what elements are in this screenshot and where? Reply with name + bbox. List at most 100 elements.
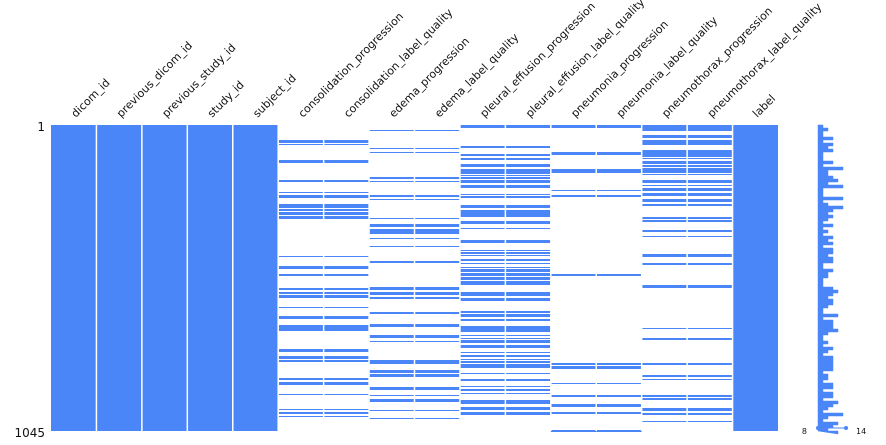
- matrix-column-edema_progression: [369, 130, 415, 419]
- matrix-stripe: [641, 236, 688, 237]
- matrix-stripe: [278, 212, 324, 215]
- matrix-stripe: [550, 274, 597, 276]
- matrix-stripe: [505, 352, 551, 353]
- matrix-stripe: [278, 409, 324, 410]
- matrix-stripe: [323, 204, 370, 206]
- matrix-stripe: [687, 135, 733, 138]
- matrix-stripe: [687, 174, 733, 175]
- matrix-stripe: [505, 355, 551, 357]
- matrix-stripe: [369, 297, 415, 299]
- matrix-stripe: [505, 267, 551, 268]
- matrix-stripe: [323, 409, 370, 410]
- matrix-stripe: [505, 271, 551, 272]
- matrix-stripe: [550, 169, 597, 170]
- matrix-column-dicom_id: [51, 125, 97, 431]
- matrix-stripe: [459, 338, 506, 339]
- matrix-stripe: [596, 152, 642, 155]
- matrix-stripe: [323, 196, 370, 198]
- matrix-column-subject_id: [232, 125, 279, 431]
- matrix-stripe: [459, 359, 506, 360]
- matrix-stripe: [505, 196, 551, 198]
- matrix-stripe: [459, 228, 506, 229]
- matrix-stripe: [278, 292, 324, 294]
- matrix-stripe: [414, 148, 460, 149]
- matrix-stripe: [369, 148, 415, 149]
- matrix-stripe: [323, 209, 370, 211]
- matrix-stripe: [687, 170, 733, 172]
- matrix-stripe: [641, 376, 688, 377]
- matrix-stripe: [641, 180, 688, 183]
- matrix-stripe: [459, 172, 506, 174]
- matrix-stripe: [414, 199, 460, 200]
- matrix-stripe: [414, 387, 460, 390]
- matrix-stripe: [459, 282, 506, 285]
- matrix-stripe: [369, 261, 415, 263]
- matrix-stripe: [459, 367, 506, 368]
- row-tick-first: 1: [37, 120, 45, 134]
- matrix-stripe: [641, 375, 688, 376]
- matrix-stripe: [596, 404, 642, 407]
- matrix-stripe: [459, 158, 506, 160]
- sparkline-max-label: 14: [856, 427, 866, 436]
- matrix-stripe: [459, 177, 506, 179]
- matrix-stripe: [687, 199, 733, 202]
- matrix-stripe: [641, 363, 688, 365]
- matrix-stripe: [369, 410, 415, 411]
- matrix-stripe: [687, 141, 733, 142]
- matrix-stripe: [687, 230, 733, 232]
- matrix-column-edema_label_quality: [414, 130, 460, 419]
- matrix-stripe: [687, 376, 733, 377]
- matrix-stripe: [687, 338, 733, 340]
- matrix-stripe: [505, 154, 551, 156]
- matrix-stripe: [505, 146, 551, 148]
- matrix-stripe: [278, 316, 324, 319]
- matrix-stripe: [323, 144, 370, 145]
- matrix-stripe: [596, 364, 642, 365]
- matrix-stripe: [323, 356, 370, 359]
- matrix-stripe: [641, 199, 688, 202]
- matrix-stripe: [687, 328, 733, 329]
- matrix-stripe: [459, 393, 506, 394]
- matrix-stripe: [505, 269, 551, 271]
- matrix-stripe: [550, 430, 597, 432]
- matrix-stripe: [459, 263, 506, 264]
- matrix-fill: [187, 125, 233, 431]
- matrix-stripe: [369, 360, 415, 361]
- sparkline-area: [817, 124, 844, 435]
- matrix-stripe: [505, 185, 551, 188]
- matrix-stripe: [414, 410, 460, 411]
- matrix-stripe: [323, 412, 370, 414]
- matrix-stripe: [687, 220, 733, 222]
- matrix-stripe: [505, 240, 551, 243]
- matrix-stripe: [459, 364, 506, 367]
- matrix-stripe: [323, 378, 370, 380]
- matrix-stripe: [505, 340, 551, 343]
- matrix-stripe: [459, 221, 506, 224]
- matrix-stripe: [550, 395, 597, 397]
- matrix-stripe: [505, 315, 551, 317]
- matrix-stripe: [369, 199, 415, 200]
- matrix-stripe: [323, 360, 370, 362]
- matrix-fill: [96, 125, 142, 431]
- matrix-stripe: [323, 288, 370, 290]
- column-label-study_id: study_id: [205, 78, 247, 120]
- matrix-stripe: [687, 152, 733, 154]
- matrix-stripe: [505, 347, 551, 348]
- matrix-stripe: [641, 154, 688, 157]
- matrix-stripe: [505, 177, 551, 179]
- column-label-edema_progression: edema_progression: [387, 35, 472, 120]
- matrix-stripe: [505, 125, 551, 128]
- matrix-stripe: [323, 180, 370, 182]
- matrix-stripe: [550, 125, 597, 128]
- matrix-fill: [51, 125, 97, 431]
- matrix-stripe: [369, 224, 415, 227]
- matrix-stripe: [278, 196, 324, 198]
- matrix-stripe: [414, 231, 460, 234]
- matrix-stripe: [641, 188, 688, 191]
- matrix-stripe: [505, 400, 551, 402]
- matrix-stripe: [505, 314, 551, 315]
- matrix-stripe: [369, 335, 415, 338]
- matrix-stripe: [596, 274, 642, 276]
- matrix-stripe: [641, 170, 688, 172]
- row-tick-last: 1045: [14, 426, 45, 440]
